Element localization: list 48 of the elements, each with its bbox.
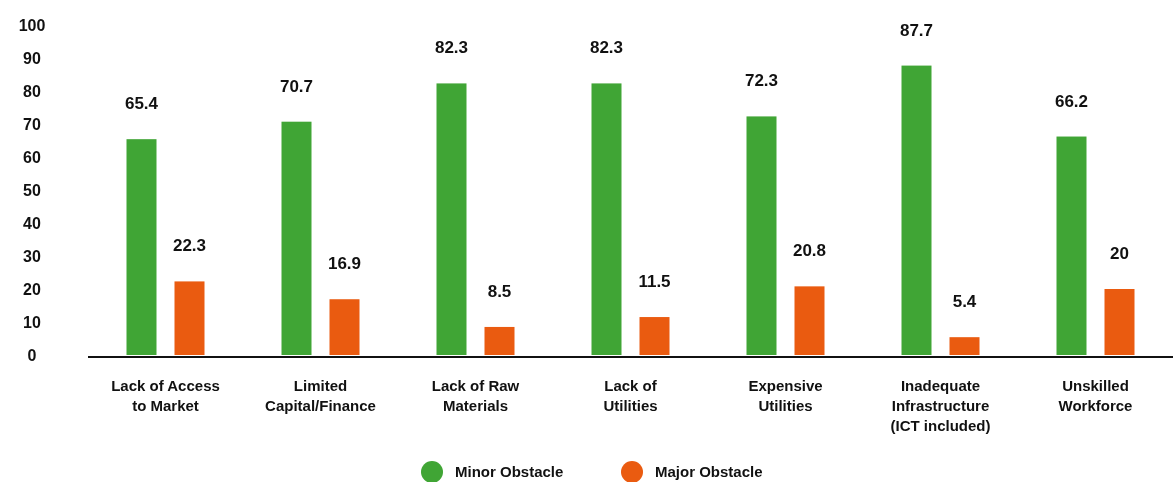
data-label: 20 xyxy=(1110,244,1129,263)
y-tick-label: 100 xyxy=(18,16,46,34)
x-tick-label: Lack of Access to Market xyxy=(111,377,220,414)
x-tick-label: Expensive Utilities xyxy=(748,377,823,414)
data-label: 70.7 xyxy=(279,76,314,96)
y-tick-label: 50 xyxy=(23,181,41,199)
bar xyxy=(174,281,205,355)
data-label: 5.4 xyxy=(952,292,977,312)
legend-label: Minor Obstacle xyxy=(455,463,564,481)
data-label: 82.3 xyxy=(589,38,624,58)
data-label: 22.3 xyxy=(172,236,207,256)
bar xyxy=(1056,136,1087,355)
y-tick-label: 70 xyxy=(23,115,41,133)
bar xyxy=(591,83,622,355)
bar xyxy=(126,139,157,355)
data-label: 65.4 xyxy=(124,94,159,114)
data-label: 66.2 xyxy=(1054,91,1089,111)
data-label: 16.9 xyxy=(327,254,362,274)
bar xyxy=(746,116,777,355)
bar xyxy=(639,317,670,355)
bar xyxy=(436,83,467,355)
x-tick-label: Inadequate Infrastructure (ICT included) xyxy=(890,377,991,434)
bar xyxy=(901,65,932,355)
bar xyxy=(329,299,360,355)
y-tick-label: 30 xyxy=(23,247,41,265)
y-tick-label: 20 xyxy=(23,280,41,298)
x-tick-label: Unskilled Workforce xyxy=(1058,377,1133,414)
y-tick-label: 90 xyxy=(23,49,41,67)
y-tick-label: 0 xyxy=(27,346,37,364)
bar xyxy=(949,337,980,355)
data-label: 20.8 xyxy=(792,241,827,261)
x-tick-label: Lack of Raw Materials xyxy=(431,377,520,414)
data-label: 87.7 xyxy=(899,20,934,40)
y-tick-label: 80 xyxy=(23,82,41,100)
x-tick-label: Limited Capital/Finance xyxy=(265,377,376,414)
y-tick-label: 40 xyxy=(23,214,41,232)
legend-label: Major Obstacle xyxy=(655,463,763,481)
bar xyxy=(484,326,515,355)
data-label: 72.3 xyxy=(744,71,779,91)
data-label: 11.5 xyxy=(638,272,671,292)
bar xyxy=(1104,289,1135,355)
bar xyxy=(794,286,825,355)
y-tick-label: 60 xyxy=(23,148,41,166)
data-label: 8.5 xyxy=(487,281,512,301)
x-tick-label: Lack of Utilities xyxy=(603,377,658,414)
data-label: 82.3 xyxy=(434,38,469,58)
y-tick-label: 10 xyxy=(23,313,41,331)
bar xyxy=(281,121,312,355)
